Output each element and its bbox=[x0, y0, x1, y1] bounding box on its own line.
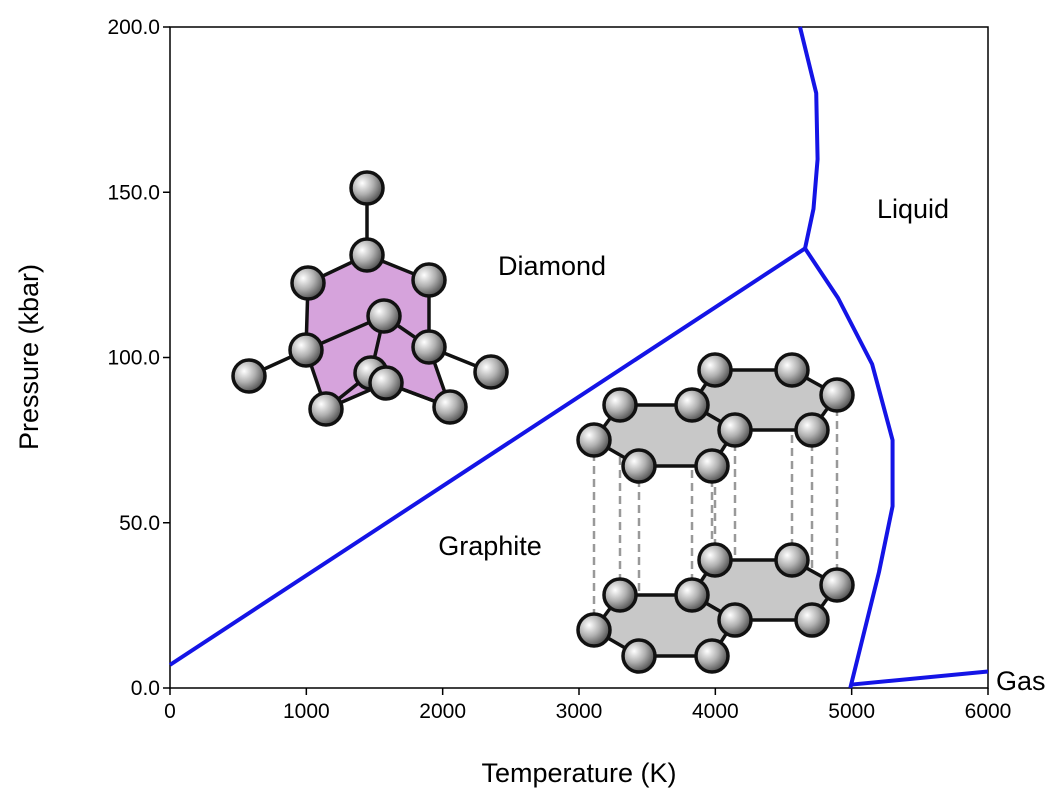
atom bbox=[290, 265, 326, 301]
x-tick-label: 2000 bbox=[419, 700, 466, 723]
atom bbox=[697, 352, 733, 388]
atom bbox=[308, 391, 344, 427]
phase-boundary bbox=[798, 26, 820, 249]
atom bbox=[411, 262, 447, 298]
atom bbox=[621, 448, 657, 484]
atom bbox=[717, 412, 753, 448]
atom bbox=[717, 602, 753, 638]
atom bbox=[774, 352, 810, 388]
x-tick-label: 3000 bbox=[556, 700, 603, 723]
atom bbox=[349, 170, 385, 206]
y-tick-label: 50.0 bbox=[119, 512, 160, 535]
atom bbox=[602, 387, 638, 423]
region-label: Liquid bbox=[877, 194, 949, 224]
atom bbox=[819, 567, 855, 603]
atom bbox=[819, 377, 855, 413]
x-tick-label: 1000 bbox=[283, 700, 330, 723]
atom bbox=[288, 332, 324, 368]
atom bbox=[697, 542, 733, 578]
atom bbox=[576, 612, 612, 648]
x-axis-label: Temperature (K) bbox=[481, 758, 676, 788]
atom bbox=[411, 329, 447, 365]
y-tick-label: 0.0 bbox=[131, 677, 160, 700]
atom bbox=[694, 448, 730, 484]
y-tick-label: 200.0 bbox=[107, 16, 160, 39]
x-tick-label: 4000 bbox=[692, 700, 739, 723]
region-label: Gas bbox=[996, 666, 1046, 696]
region-label: Diamond bbox=[498, 251, 606, 281]
atom bbox=[368, 365, 404, 401]
structure-illustrations bbox=[231, 170, 855, 674]
atom bbox=[432, 389, 468, 425]
plot-marks: 0 1000 2000 3000 4000 5000 6000 0.0 50.0 100.0 150… bbox=[107, 16, 1045, 723]
x-tick-label: 5000 bbox=[828, 700, 875, 723]
atom bbox=[794, 602, 830, 638]
phase-boundary bbox=[803, 247, 895, 689]
atom bbox=[349, 237, 385, 273]
atom bbox=[674, 577, 710, 613]
atom bbox=[602, 577, 638, 613]
x-tick-label: 6000 bbox=[965, 700, 1012, 723]
atom bbox=[231, 358, 267, 394]
region-label: Graphite bbox=[438, 531, 542, 561]
atom bbox=[576, 422, 612, 458]
y-axis-label: Pressure (kbar) bbox=[14, 264, 44, 450]
x-tick-label: 0 bbox=[164, 700, 176, 723]
y-tick-label: 100.0 bbox=[107, 347, 160, 370]
y-tick-label: 150.0 bbox=[107, 181, 160, 204]
atom bbox=[794, 412, 830, 448]
atom bbox=[774, 542, 810, 578]
atom bbox=[674, 387, 710, 423]
phase-boundary bbox=[850, 669, 989, 687]
atom bbox=[621, 638, 657, 674]
atom bbox=[473, 354, 509, 390]
phase-boundary bbox=[168, 246, 807, 667]
atom bbox=[366, 298, 402, 334]
atom bbox=[694, 638, 730, 674]
